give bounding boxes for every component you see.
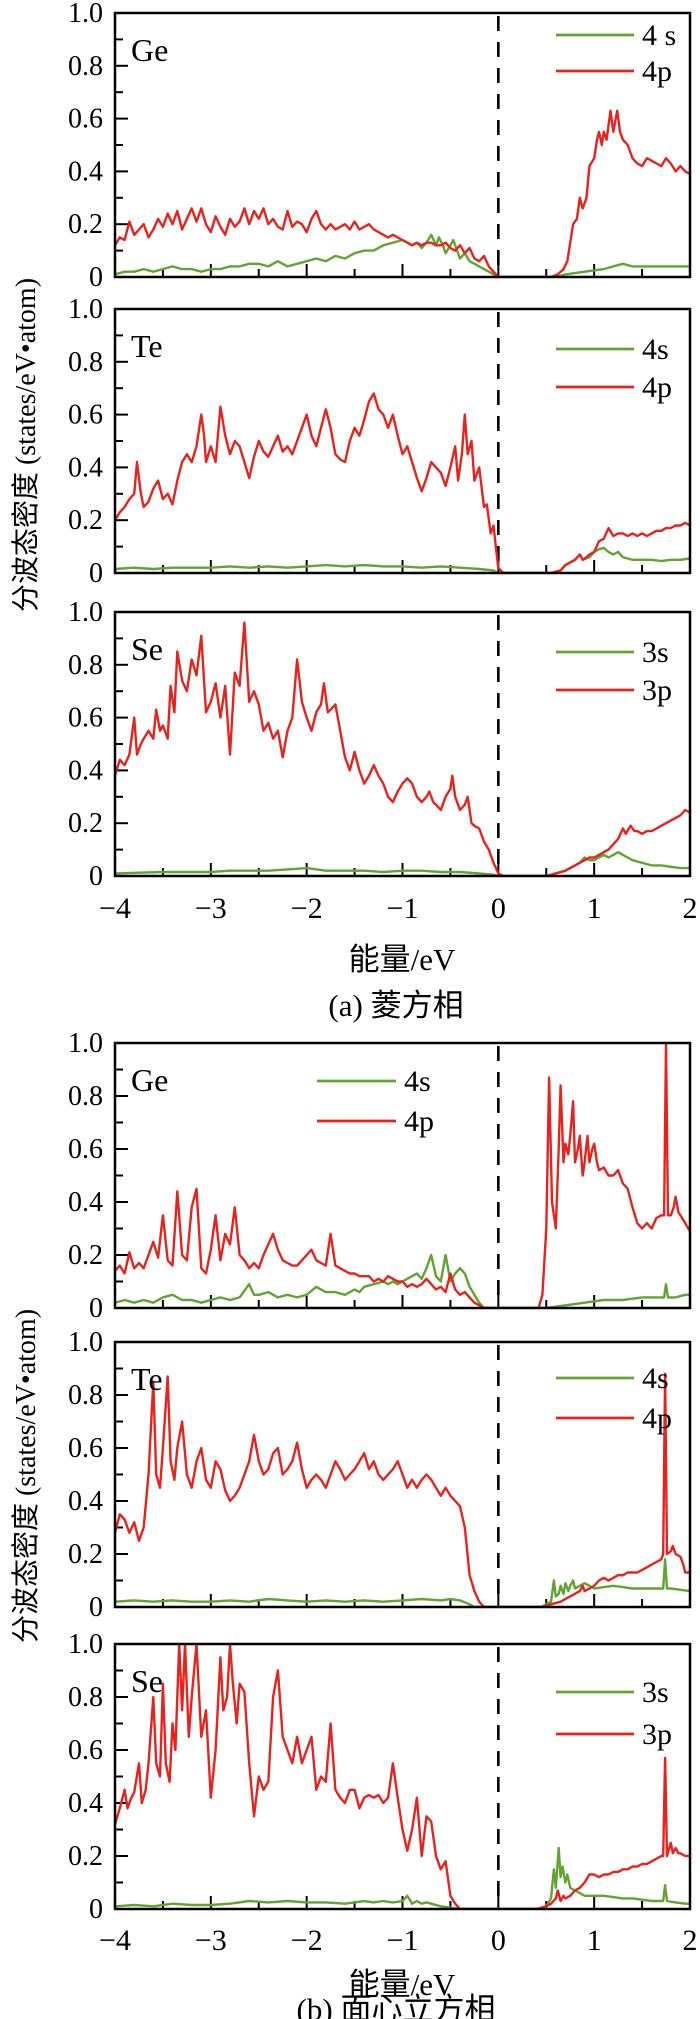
subplot-se-a: 0 0.2 0.4 0.6 0.8 1.0 −4 −3 −2 −1 0 1 2 Se 3s 3p [68, 597, 698, 925]
y-tick-label: 0.8 [68, 51, 103, 82]
y-tick-label: 0.6 [68, 1735, 103, 1766]
x-tick-label: −3 [195, 1924, 227, 1957]
legend-label: 3s [642, 636, 669, 669]
plot-frame [113, 1340, 692, 1609]
x-tick-label: −2 [291, 1924, 323, 1957]
y-tick-label: 0.8 [68, 1682, 103, 1713]
y-tick-label: 1.0 [68, 1327, 103, 1358]
y-tick-label: 0.6 [68, 104, 103, 135]
legend-label: 3p [642, 1718, 672, 1751]
caption-panel-a: (a) 菱方相 [328, 988, 464, 1023]
x-axis-title-panel-b: 能量/eV [348, 1967, 456, 2002]
element-label: Se [131, 631, 163, 667]
plot-frame [113, 1041, 692, 1310]
plot-frame [113, 610, 692, 878]
y-tick-label: 0.2 [68, 1240, 103, 1271]
y-axis-title-panel-b: 分波态密度 (states/eV•atom) [11, 1308, 42, 1644]
legend-label: 3s [642, 1676, 669, 1709]
series-line-4p [115, 1043, 690, 1308]
x-tick-label: 2 [683, 1924, 698, 1957]
y-tick-label: 0.8 [68, 1081, 103, 1112]
caption-panel-b: (b) 面心立方相 [296, 1992, 496, 2019]
legend-label: 4p [642, 55, 672, 88]
legend-label: 3p [642, 674, 672, 707]
subplot-ge-b: 0 0.2 0.4 0.6 0.8 1.0 Ge 4s 4p [68, 1028, 692, 1324]
subplot-te-b: 0 0.2 0.4 0.6 0.8 1.0 Te 4s 4p [68, 1327, 692, 1623]
x-tick-label: −3 [195, 892, 227, 925]
y-tick-label: 0.4 [68, 1187, 103, 1218]
y-tick-label: 0.4 [68, 452, 103, 483]
x-tick-label: 0 [491, 892, 506, 925]
series-line-4p [115, 1372, 690, 1607]
plot-frame [113, 1642, 692, 1911]
y-tick-label: 0.2 [68, 808, 103, 839]
y-tick-label: 1.0 [68, 597, 103, 628]
x-tick-label: −4 [99, 892, 131, 925]
element-label: Ge [131, 32, 168, 68]
y-tick-label: 0.6 [68, 1134, 103, 1165]
plot-frame [113, 307, 692, 575]
y-tick-label: 0 [89, 1894, 103, 1925]
subplot-te-a: 0 0.2 0.4 0.6 0.8 1.0 Te 4s 4p [68, 294, 692, 589]
y-tick-label: 0.2 [68, 1841, 103, 1872]
y-tick-label: 0.6 [68, 400, 103, 431]
series-line-3s [115, 1846, 690, 1909]
y-tick-label: 1.0 [68, 0, 103, 29]
x-tick-label: −2 [291, 892, 323, 925]
y-tick-label: 0.4 [68, 1486, 103, 1517]
y-tick-label: 0.4 [68, 755, 103, 786]
y-tick-label: 1.0 [68, 1629, 103, 1660]
x-tick-label: 2 [683, 892, 698, 925]
y-tick-label: 0.8 [68, 650, 103, 681]
plot-frame [113, 11, 692, 279]
legend-label: 4s [642, 1362, 669, 1395]
series-line-4p [115, 392, 690, 573]
legend-label: 4s [404, 1065, 431, 1098]
y-tick-label: 0.2 [68, 505, 103, 536]
y-tick-label: 1.0 [68, 294, 103, 325]
y-tick-label: 0 [89, 558, 103, 589]
y-tick-label: 0 [89, 861, 103, 892]
y-tick-label: 0 [89, 1592, 103, 1623]
subplot-ge-a: 0 0.2 0.4 0.6 0.8 1.0 Ge 4 s4p [68, 0, 692, 293]
x-tick-label: −4 [99, 1924, 131, 1957]
y-tick-label: 0.2 [68, 1539, 103, 1570]
y-tick-label: 0.6 [68, 1433, 103, 1464]
y-axis-title-panel-a: 分波态密度 (states/eV•atom) [11, 277, 42, 613]
x-tick-label: −1 [387, 892, 419, 925]
y-tick-label: 0.6 [68, 703, 103, 734]
y-tick-label: 0.8 [68, 347, 103, 378]
element-label: Te [131, 328, 163, 364]
x-axis-title-panel-a: 能量/eV [348, 942, 456, 977]
y-tick-label: 0.4 [68, 1788, 103, 1819]
series-line-4s [115, 546, 690, 573]
y-tick-label: 0.2 [68, 209, 103, 240]
x-tick-label: 0 [491, 1924, 506, 1957]
legend-label: 4 s [642, 19, 676, 52]
legend-label: 4p [642, 371, 672, 404]
series-line-4s [115, 1253, 690, 1308]
legend-label: 4p [642, 1402, 672, 1435]
element-label: Se [131, 1663, 163, 1699]
series-line-4p [115, 109, 690, 277]
element-label: Ge [131, 1062, 168, 1098]
y-tick-label: 0 [89, 1293, 103, 1324]
y-tick-label: 0.8 [68, 1380, 103, 1411]
y-tick-label: 0 [89, 262, 103, 293]
x-tick-label: 1 [587, 892, 602, 925]
series-line-4s [115, 1558, 690, 1607]
legend-label: 4s [642, 333, 669, 366]
x-tick-label: 1 [587, 1924, 602, 1957]
legend-label: 4p [404, 1105, 434, 1138]
y-tick-label: 1.0 [68, 1028, 103, 1059]
y-tick-label: 0.4 [68, 156, 103, 187]
series-line-3p [115, 1644, 690, 1909]
series-line-3p [115, 621, 690, 876]
x-tick-label: −1 [387, 1924, 419, 1957]
element-label: Te [131, 1361, 163, 1397]
subplot-se-b: 0 0.2 0.4 0.6 0.8 1.0 −4 −3 −2 −1 0 1 2 Se 3s 3p [68, 1629, 698, 1957]
